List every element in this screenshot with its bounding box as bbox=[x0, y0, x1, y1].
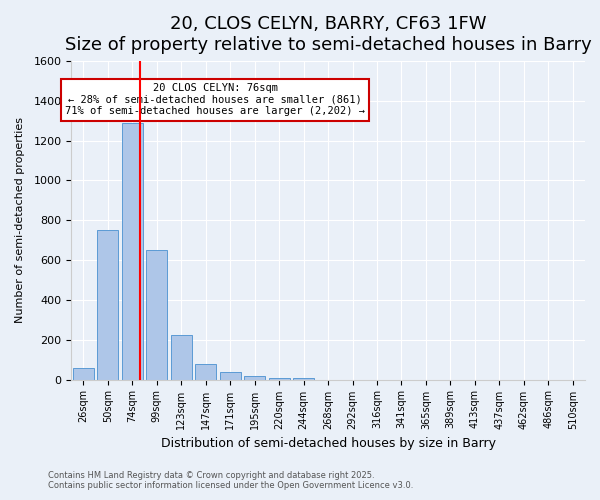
Bar bbox=[122, 122, 143, 380]
Y-axis label: Number of semi-detached properties: Number of semi-detached properties bbox=[15, 117, 25, 323]
Title: 20, CLOS CELYN, BARRY, CF63 1FW
Size of property relative to semi-detached house: 20, CLOS CELYN, BARRY, CF63 1FW Size of … bbox=[65, 15, 592, 54]
X-axis label: Distribution of semi-detached houses by size in Barry: Distribution of semi-detached houses by … bbox=[161, 437, 496, 450]
Bar bbox=[146, 250, 167, 380]
Bar bbox=[293, 378, 314, 380]
Text: 20 CLOS CELYN: 76sqm
← 28% of semi-detached houses are smaller (861)
71% of semi: 20 CLOS CELYN: 76sqm ← 28% of semi-detac… bbox=[65, 83, 365, 116]
Bar bbox=[220, 372, 241, 380]
Bar bbox=[196, 364, 216, 380]
Bar bbox=[171, 335, 191, 380]
Bar bbox=[73, 368, 94, 380]
Bar bbox=[269, 378, 290, 380]
Text: Contains HM Land Registry data © Crown copyright and database right 2025.
Contai: Contains HM Land Registry data © Crown c… bbox=[48, 470, 413, 490]
Bar bbox=[244, 376, 265, 380]
Bar bbox=[97, 230, 118, 380]
